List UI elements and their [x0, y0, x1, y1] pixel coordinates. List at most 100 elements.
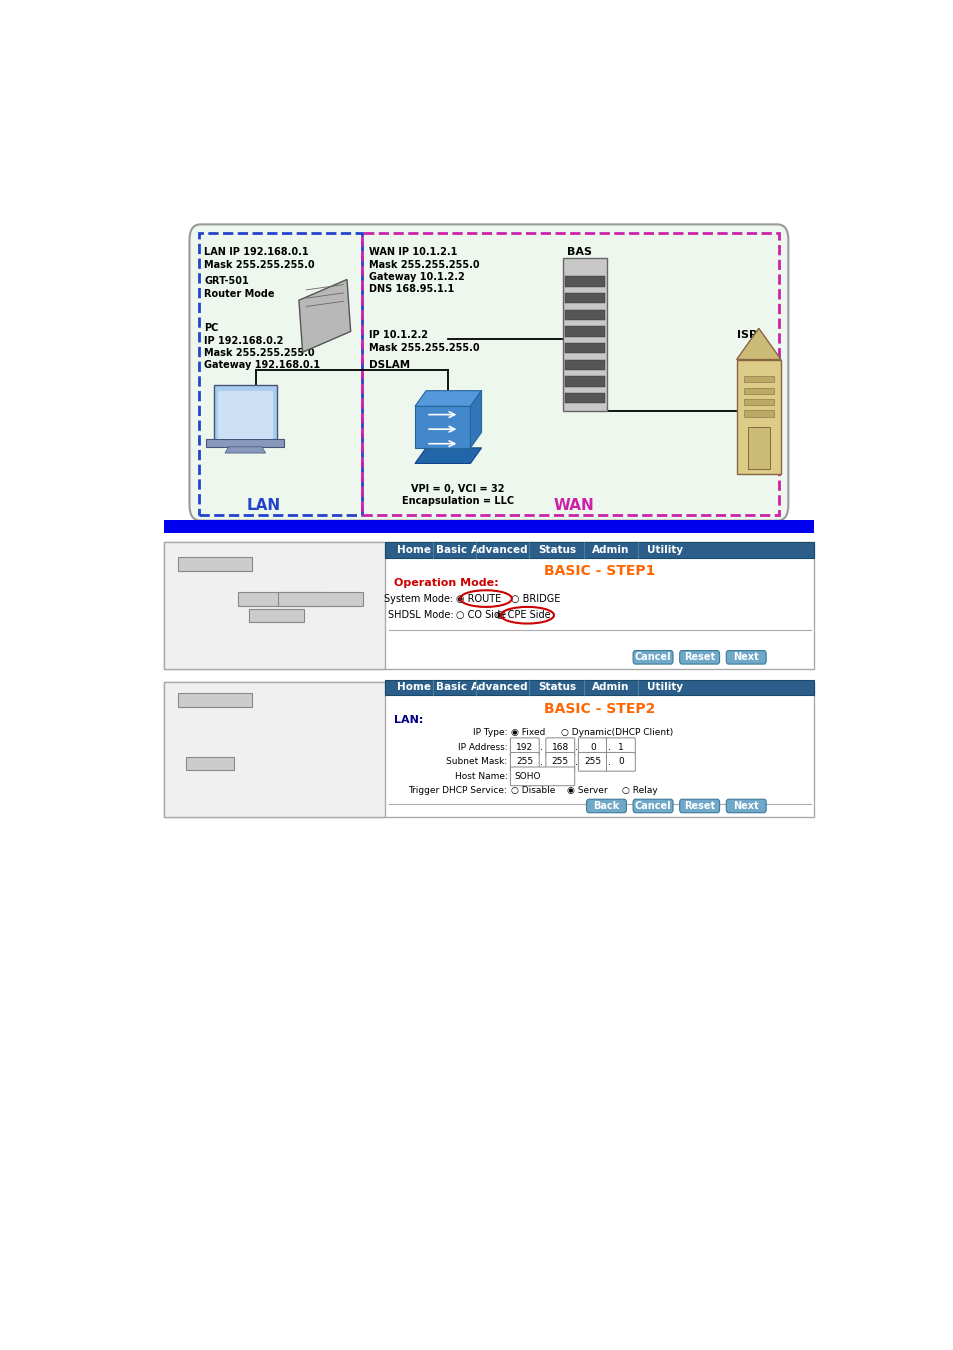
Text: LAN IP 192.168.0.1
Mask 255.255.255.0: LAN IP 192.168.0.1 Mask 255.255.255.0	[204, 247, 314, 270]
Text: Operation Mode:: Operation Mode:	[394, 578, 498, 587]
Bar	[164, 682, 813, 817]
Text: .: .	[575, 757, 578, 767]
Bar	[564, 359, 604, 370]
Text: .: .	[607, 757, 610, 767]
Polygon shape	[415, 390, 481, 406]
Text: Back: Back	[593, 801, 618, 811]
Bar	[278, 593, 363, 606]
Text: 255: 255	[516, 757, 533, 767]
Polygon shape	[298, 279, 351, 352]
Text: Reset: Reset	[683, 652, 715, 663]
Bar	[415, 406, 470, 448]
Text: GRT-501
Router Mode: GRT-501 Router Mode	[204, 277, 274, 298]
Bar	[564, 327, 604, 336]
Text: IP 10.1.2.2
Mask 255.255.255.0: IP 10.1.2.2 Mask 255.255.255.0	[369, 331, 479, 352]
Text: Advanced: Advanced	[471, 545, 528, 555]
Text: WAN: WAN	[553, 498, 594, 513]
Bar	[743, 377, 773, 382]
Text: Status: Status	[538, 683, 577, 693]
Text: Home: Home	[396, 683, 430, 693]
Text: 168: 168	[551, 743, 568, 752]
FancyBboxPatch shape	[190, 224, 787, 521]
Bar	[249, 609, 304, 622]
Text: Utility: Utility	[646, 545, 682, 555]
Text: Reset: Reset	[683, 801, 715, 811]
Bar	[164, 543, 813, 670]
Text: ○ Dynamic(DHCP Client): ○ Dynamic(DHCP Client)	[560, 728, 673, 737]
Text: SOHO: SOHO	[515, 772, 540, 780]
Polygon shape	[470, 390, 481, 448]
Bar	[564, 309, 604, 320]
Bar	[237, 593, 322, 606]
FancyBboxPatch shape	[510, 767, 574, 786]
Text: BASIC - STEP2: BASIC - STEP2	[543, 702, 655, 716]
Text: 1: 1	[618, 743, 623, 752]
Text: .: .	[575, 743, 578, 752]
Text: ◉ CPE Side: ◉ CPE Side	[496, 610, 551, 620]
Text: Next: Next	[733, 652, 759, 663]
Polygon shape	[225, 447, 265, 454]
Bar	[164, 520, 813, 533]
Bar	[562, 258, 606, 412]
FancyBboxPatch shape	[578, 752, 606, 771]
Text: 0: 0	[589, 743, 595, 752]
Text: Advanced: Advanced	[471, 683, 528, 693]
Text: Host Name:: Host Name:	[454, 772, 507, 780]
Text: .: .	[539, 757, 542, 767]
Bar	[164, 543, 385, 670]
Text: .: .	[607, 743, 610, 752]
Text: ○ CO Side: ○ CO Side	[456, 610, 506, 620]
Text: Subnet Mask:: Subnet Mask:	[446, 757, 507, 767]
FancyBboxPatch shape	[545, 738, 574, 756]
Polygon shape	[415, 448, 481, 463]
Text: .: .	[539, 743, 542, 752]
Text: ○ BRIDGE: ○ BRIDGE	[511, 594, 560, 603]
Bar	[186, 756, 233, 770]
FancyBboxPatch shape	[679, 799, 719, 813]
Bar	[206, 439, 284, 447]
Text: Admin: Admin	[591, 683, 628, 693]
Text: 255: 255	[583, 757, 600, 767]
FancyBboxPatch shape	[510, 752, 538, 771]
Text: Next: Next	[733, 801, 759, 811]
Text: BASIC - STEP1: BASIC - STEP1	[543, 564, 655, 578]
Bar	[564, 293, 604, 304]
FancyBboxPatch shape	[679, 651, 719, 664]
Bar	[385, 543, 813, 558]
Text: 0: 0	[618, 757, 623, 767]
FancyBboxPatch shape	[545, 752, 574, 771]
Bar	[743, 387, 773, 394]
Text: PC
IP 192.168.0.2
Mask 255.255.255.0
Gateway 192.168.0.1: PC IP 192.168.0.2 Mask 255.255.255.0 Gat…	[204, 323, 320, 370]
Bar	[736, 359, 781, 474]
Bar	[564, 277, 604, 286]
Bar	[361, 232, 779, 516]
Text: ISP: ISP	[736, 331, 756, 340]
Text: 255: 255	[551, 757, 568, 767]
Text: IP Type:: IP Type:	[473, 728, 507, 737]
Polygon shape	[736, 328, 781, 359]
Text: System Mode:: System Mode:	[384, 594, 453, 603]
FancyBboxPatch shape	[633, 651, 672, 664]
FancyBboxPatch shape	[633, 799, 672, 813]
Text: IP Address:: IP Address:	[457, 743, 507, 752]
Bar	[743, 410, 773, 417]
Bar	[164, 682, 385, 817]
Text: VPI = 0, VCI = 32
Encapsulation = LLC: VPI = 0, VCI = 32 Encapsulation = LLC	[401, 483, 514, 506]
Text: Utility: Utility	[646, 683, 682, 693]
Bar	[564, 343, 604, 354]
FancyBboxPatch shape	[606, 752, 635, 771]
Text: ◉ ROUTE: ◉ ROUTE	[456, 594, 501, 603]
Text: LAN: LAN	[246, 498, 280, 513]
Text: ○ Relay: ○ Relay	[621, 787, 657, 795]
Bar	[564, 377, 604, 386]
Text: BAS: BAS	[566, 247, 591, 258]
Text: WAN IP 10.1.2.1
Mask 255.255.255.0
Gateway 10.1.2.2
DNS 168.95.1.1: WAN IP 10.1.2.1 Mask 255.255.255.0 Gatew…	[369, 247, 479, 294]
Bar	[213, 386, 276, 443]
Bar	[564, 393, 604, 404]
Bar	[178, 693, 252, 706]
Text: Basic: Basic	[436, 545, 467, 555]
Text: Home: Home	[396, 545, 430, 555]
Bar	[385, 679, 813, 695]
FancyBboxPatch shape	[725, 651, 765, 664]
FancyBboxPatch shape	[578, 738, 606, 756]
